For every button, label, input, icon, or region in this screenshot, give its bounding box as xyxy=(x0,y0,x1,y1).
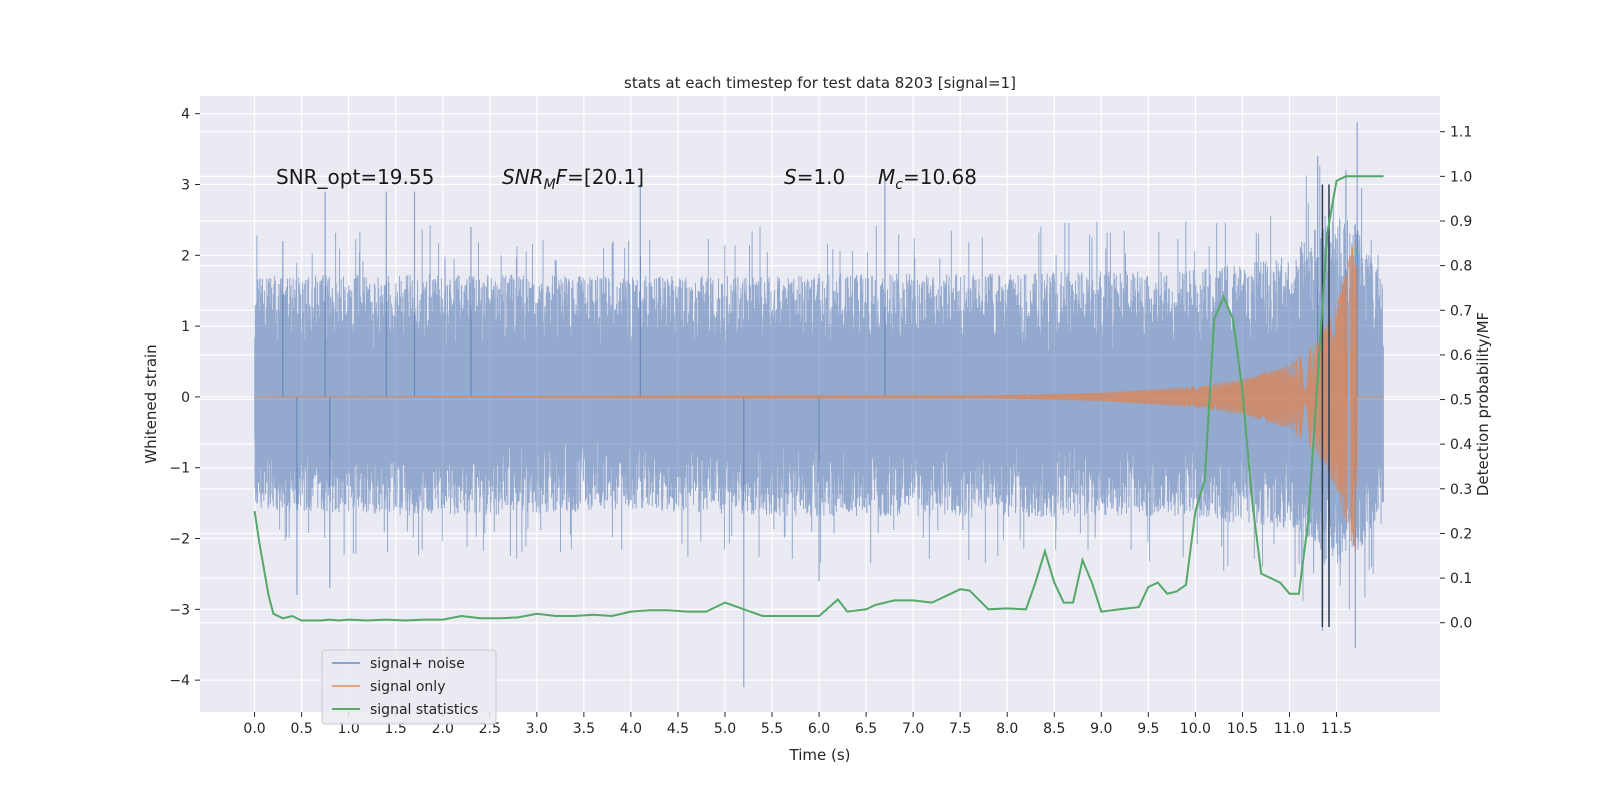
x-tick-label: 4.0 xyxy=(620,721,642,737)
annotation-mc: Mc=10.68 xyxy=(878,165,977,193)
x-tick-label: 5.0 xyxy=(714,721,736,737)
x-tick-label: 1.0 xyxy=(338,721,360,737)
x-tick-label: 11.5 xyxy=(1321,721,1352,737)
legend-box xyxy=(321,649,497,725)
y-axis-label: Whitened strain xyxy=(142,344,160,463)
y-tick-label: 2 xyxy=(181,248,190,264)
series-layer xyxy=(253,122,1384,688)
annotation-mc-sym: M xyxy=(878,165,895,189)
y-right-tick-label: 1.0 xyxy=(1450,169,1472,185)
axes: 0.0 0.5 1.0 1.5 2.0 2.5 3.0 3.5 4.0 4.5 5.0 5.5 6.0 6… xyxy=(169,107,1472,737)
x-tick-label: 8.5 xyxy=(1043,721,1065,737)
x-tick-label: 7.0 xyxy=(902,721,924,737)
y-right-tick-label: 0.3 xyxy=(1450,482,1472,498)
x-tick-label: 8.0 xyxy=(996,721,1018,737)
annotation-snr-mf-pre: SNR xyxy=(502,165,544,189)
legend-label-signal-only: signal only xyxy=(370,679,445,695)
x-tick-label: 1.5 xyxy=(385,721,407,737)
y-right-tick-label: 0.0 xyxy=(1450,616,1472,632)
y-tick-label: 3 xyxy=(181,178,190,194)
series-signal-statistics xyxy=(253,175,1384,622)
annotation-s: S=1.0 xyxy=(784,165,845,189)
y-tick-label: −2 xyxy=(169,532,190,548)
y-axis-right-label: Detection probability/MF xyxy=(1474,312,1492,496)
x-tick-label: 0.5 xyxy=(290,721,312,737)
y-right-tick-label: 0.5 xyxy=(1450,393,1472,409)
y-tick-label: −3 xyxy=(169,602,190,618)
y-right-tick-label: 0.9 xyxy=(1450,214,1472,230)
x-tick-label: 2.0 xyxy=(432,721,454,737)
x-tick-label: 9.5 xyxy=(1137,721,1159,737)
y-right-tick-label: 0.4 xyxy=(1450,437,1472,453)
x-tick-label: 11.0 xyxy=(1274,721,1305,737)
y-tick-label: −4 xyxy=(169,673,190,689)
x-tick-label: 10.0 xyxy=(1180,721,1211,737)
annotation-snr-opt: SNR_opt=19.55 xyxy=(276,165,434,189)
x-tick-label: 10.5 xyxy=(1227,721,1258,737)
y-right-tick-label: 0.7 xyxy=(1450,303,1472,319)
x-tick-label: 4.5 xyxy=(667,721,689,737)
y-right-tick-label: 0.2 xyxy=(1450,526,1472,542)
x-tick-label: 9.0 xyxy=(1090,721,1112,737)
annotations: SNR_opt=19.55 SNRMF=[20.1] S=1.0 Mc=10.6… xyxy=(276,165,977,193)
y-right-tick-label: 1.1 xyxy=(1450,125,1472,141)
x-tick-label: 5.5 xyxy=(761,721,783,737)
x-tick-label: 2.5 xyxy=(479,721,501,737)
x-tick-label: 3.5 xyxy=(573,721,595,737)
y-tick-label: −1 xyxy=(169,461,190,477)
y-tick-label: 4 xyxy=(181,107,190,123)
series-signal-only xyxy=(254,241,1384,553)
annotation-snr-mf-f: F xyxy=(556,165,568,189)
x-tick-label: 6.0 xyxy=(808,721,830,737)
annotation-mc-val: =10.68 xyxy=(903,165,977,189)
annotation-mc-sub: c xyxy=(895,177,903,193)
annotation-snr-mf: SNRMF=[20.1] xyxy=(502,165,644,193)
x-tick-label: 3.0 xyxy=(526,721,548,737)
y-tick-label: 0 xyxy=(181,390,190,406)
y-right-tick-label: 0.6 xyxy=(1450,348,1472,364)
y-right-tick-label: 0.8 xyxy=(1450,259,1472,275)
x-tick-label: 6.5 xyxy=(855,721,877,737)
y-tick-label: 1 xyxy=(181,319,190,335)
legend: signal+ noise signal only signal statist… xyxy=(321,649,497,725)
legend-label-signal-noise: signal+ noise xyxy=(370,656,465,672)
annotation-snr-mf-sub: M xyxy=(544,177,556,193)
x-tick-label: 0.0 xyxy=(243,721,265,737)
annotation-s-sym: S xyxy=(784,165,797,189)
x-tick-label: 7.5 xyxy=(949,721,971,737)
legend-label-signal-statistics: signal statistics xyxy=(370,702,478,718)
x-axis-label: Time (s) xyxy=(789,746,851,764)
y-right-tick-label: 0.1 xyxy=(1450,571,1472,587)
chart-title: stats at each timestep for test data 820… xyxy=(624,74,1016,92)
annotation-s-val: =1.0 xyxy=(797,165,846,189)
annotation-snr-mf-post: =[20.1] xyxy=(567,165,644,189)
